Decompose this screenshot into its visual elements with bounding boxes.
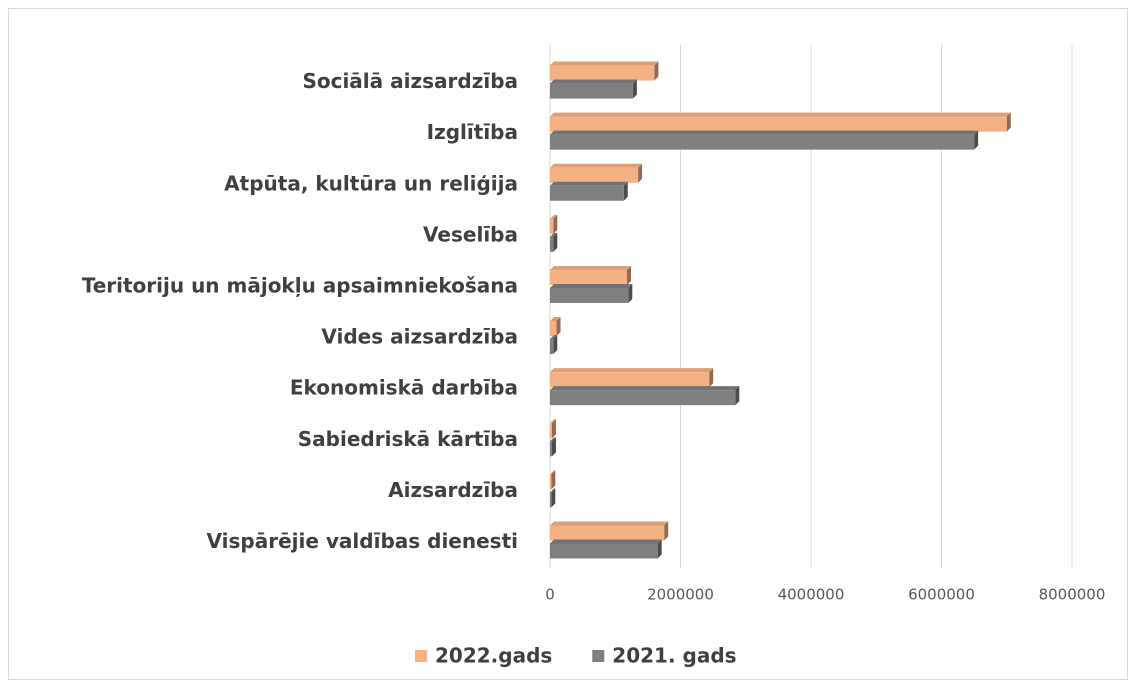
bar-top [550,368,714,373]
bar-top [550,335,558,340]
bar [550,321,557,337]
bar [550,423,552,439]
y-tick-label: Atpūta, kultūra un reliģija [224,171,518,195]
bar [550,492,552,508]
x-tick-label: 8000000 [1039,586,1106,604]
bar-end [1006,112,1011,132]
bar-top [550,470,556,475]
x-tick-label: 6000000 [908,586,975,604]
bar-end [654,61,659,81]
bar-end [657,539,662,559]
bar-end [623,181,628,201]
bar [550,167,639,183]
bar-end [551,419,556,439]
bar-top [550,130,979,135]
y-tick-label: Sabiedriskā kārtība [298,427,518,451]
bar-end [638,163,643,183]
x-tick-label: 4000000 [778,586,845,604]
x-tick-label: 2000000 [647,586,714,604]
bar-end [556,317,561,337]
y-tick-label: Teritoriju un mājokļu apsaimniekošana [82,273,518,297]
bar-end [551,470,556,490]
bar-top [550,437,556,442]
bar-top [550,521,669,526]
bar [550,65,655,81]
y-tick-label: Vispārējie valdības dienesti [207,529,518,553]
bar [550,116,1007,132]
bar-top [550,539,662,544]
bar-top [550,181,628,186]
bar-end [735,386,740,406]
bar-top [550,317,561,322]
bar [550,441,552,457]
y-tick-label: Sociālā aizsardzība [302,69,518,93]
legend-label: 2022.gads [435,644,552,668]
bar-top [550,79,637,84]
bar-top [550,265,631,270]
bar [550,390,736,406]
chart-border [8,8,1128,680]
bar-top [550,419,556,424]
bar-end [551,437,556,457]
bar-top [550,232,558,237]
bar-top [550,112,1011,117]
bar-end [632,79,637,99]
legend-label: 2021. gads [612,644,736,668]
bar-end [551,488,556,508]
bar-end [553,232,558,252]
bar [550,236,554,252]
bar-top [550,283,633,288]
bar-end [626,265,631,285]
bar-end [709,368,714,388]
bar-end [628,283,633,303]
y-tick-label: Veselība [423,222,518,246]
bar [550,83,633,99]
bar-end [974,130,979,150]
bar [550,269,627,285]
legend-swatch [592,650,605,662]
bar-top [550,163,643,168]
y-tick-label: Ekonomiskā darbība [290,376,518,400]
bar-top [550,386,740,391]
bar-end [664,521,669,541]
bar-end [553,214,558,234]
bar-top [550,488,556,493]
bar-top [550,214,558,219]
bar [550,185,624,201]
bar [550,372,710,388]
bar [550,287,629,303]
x-tick-label: 0 [545,586,555,604]
bar [550,474,552,490]
bar [550,339,554,355]
y-tick-label: Aizsardzība [388,478,518,502]
bar [550,218,554,234]
bar-top [550,61,659,66]
bar [550,525,665,541]
legend-swatch [415,650,427,662]
y-tick-label: Vides aizsardzība [321,325,518,349]
bar-end [553,335,558,355]
bar [550,543,658,559]
bar [550,134,975,150]
y-tick-label: Izglītība [427,120,518,144]
